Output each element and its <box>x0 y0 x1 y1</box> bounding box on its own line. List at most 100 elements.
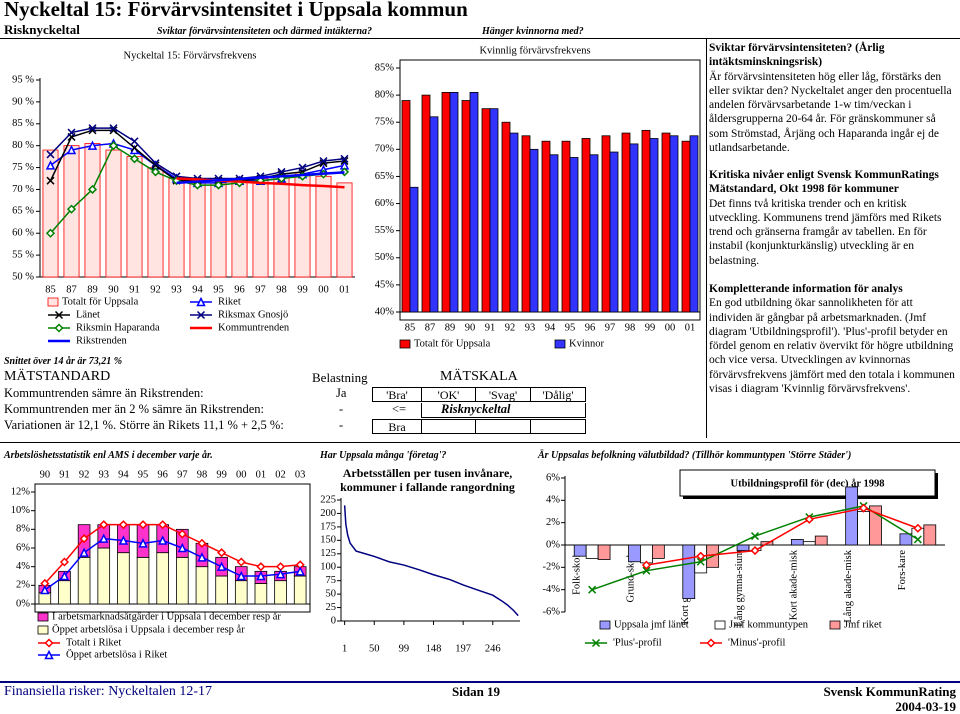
bar <box>681 140 691 313</box>
point <box>130 137 139 146</box>
y-tick-label: 100 <box>320 562 336 573</box>
title-box <box>679 469 936 497</box>
y-tick-label: 0% <box>16 598 30 609</box>
bar-segment <box>117 552 130 605</box>
bar <box>126 156 143 278</box>
table-header: MÄTSKALA <box>440 369 518 384</box>
legend-label: Totalt för Uppsala <box>62 296 139 307</box>
note: Snittet över 14 år är 73,21 % <box>4 356 123 367</box>
point <box>340 154 349 163</box>
point <box>130 143 139 152</box>
bar <box>899 533 913 546</box>
series-line <box>646 507 919 566</box>
bar <box>661 132 671 313</box>
text-heading: Kritiska nivåer enligt Svensk KommunRati… <box>709 169 939 196</box>
point <box>750 532 760 541</box>
legend-swatch <box>399 339 411 349</box>
question: Är Uppsalas befolkning välutbildad? (Til… <box>538 450 852 461</box>
bar <box>189 182 206 278</box>
scale-box <box>475 419 531 434</box>
scale-cell: Bra <box>372 419 422 434</box>
chart: Utbildningsprofil för (dec) år 1998 -6% -4… <box>543 469 945 648</box>
bar <box>682 544 696 599</box>
y-tick-label: 75% <box>375 117 395 128</box>
x-tick-label: 91 <box>59 469 70 480</box>
bar <box>273 175 290 278</box>
legend-label: Totalt i Riket <box>66 637 121 648</box>
text-body: Det finns två kritiska trender och en kr… <box>709 197 942 267</box>
bar <box>481 108 491 313</box>
x-tick-label: 97 <box>605 322 616 333</box>
bar-segment <box>176 556 189 605</box>
footer-company: Svensk KommunRating <box>823 684 956 699</box>
bar-segment <box>274 580 287 605</box>
point <box>157 535 168 545</box>
y-tick-label: 8% <box>16 524 30 535</box>
y-tick-label: 45% <box>375 279 395 290</box>
point <box>158 520 168 530</box>
x-tick-label: 197 <box>455 643 471 654</box>
bar-segment <box>38 592 52 605</box>
y-tick-label: 225 <box>320 494 336 505</box>
point <box>236 557 246 567</box>
x-tick-label: 87 <box>66 284 77 295</box>
bar <box>581 138 591 313</box>
bar <box>601 135 611 313</box>
table-header: MÄTSTANDARD <box>4 369 111 384</box>
bar-segment <box>58 580 71 605</box>
bar <box>489 108 499 313</box>
y-tick-label: 75 <box>326 575 337 586</box>
bar <box>210 182 227 278</box>
point <box>87 184 98 195</box>
point <box>87 140 98 150</box>
table-cell: Ja <box>336 386 347 400</box>
point <box>40 584 50 595</box>
bar <box>669 135 679 313</box>
legend-marker <box>44 649 54 660</box>
scale-box <box>530 419 586 434</box>
bar <box>597 544 611 560</box>
legend-swatch <box>714 620 726 630</box>
bar <box>252 178 269 278</box>
legend-label: Länet <box>76 309 100 320</box>
y-tick-label: 10% <box>11 505 31 516</box>
point <box>298 163 307 172</box>
bar <box>409 186 419 313</box>
question: Sviktar förvärvsintensiteten och därmed … <box>157 26 373 37</box>
chart: 0% 2% 4% 6% 8% 10% 12% 90 91 92 93 94 95 96 97 98 99 00 01… <box>11 469 311 660</box>
bar-segment <box>136 556 150 605</box>
bar <box>168 178 185 278</box>
x-tick-label: 148 <box>426 643 442 654</box>
y-tick-label: 60% <box>375 198 395 209</box>
x-tick-label: 90 <box>108 284 119 295</box>
bar <box>421 94 431 313</box>
point <box>696 551 706 561</box>
x-tick-label: 95 <box>213 284 224 295</box>
bar <box>401 100 411 313</box>
legend-swatch <box>829 620 841 630</box>
bar <box>84 143 101 278</box>
point <box>192 180 203 190</box>
scale-box <box>421 403 586 418</box>
y-tick-label: -2% <box>543 562 561 573</box>
bar <box>649 138 659 313</box>
bar <box>628 544 641 563</box>
page-number: Sidan 19 <box>452 684 501 699</box>
y-tick-label: 40% <box>375 306 395 317</box>
x-tick-label: 246 <box>485 643 501 654</box>
point <box>129 154 140 164</box>
point <box>588 585 597 594</box>
legend-label: Öppet arbetslösa i Riket <box>66 648 167 660</box>
x-tick-label: 1 <box>342 643 347 654</box>
series-line <box>176 171 345 185</box>
y-tick-label: 85 % <box>12 118 34 129</box>
x-tick-label: 90 <box>40 469 51 480</box>
section-label: Risknyckeltal <box>4 22 80 37</box>
y-tick-label: -6% <box>543 606 561 617</box>
table-cell: <= <box>392 402 407 416</box>
point <box>99 520 109 530</box>
x-tick-label: 93 <box>171 284 182 295</box>
point <box>696 557 705 566</box>
bar-segment <box>215 575 228 605</box>
x-tick-label: Lång akade-misk <box>843 549 854 622</box>
